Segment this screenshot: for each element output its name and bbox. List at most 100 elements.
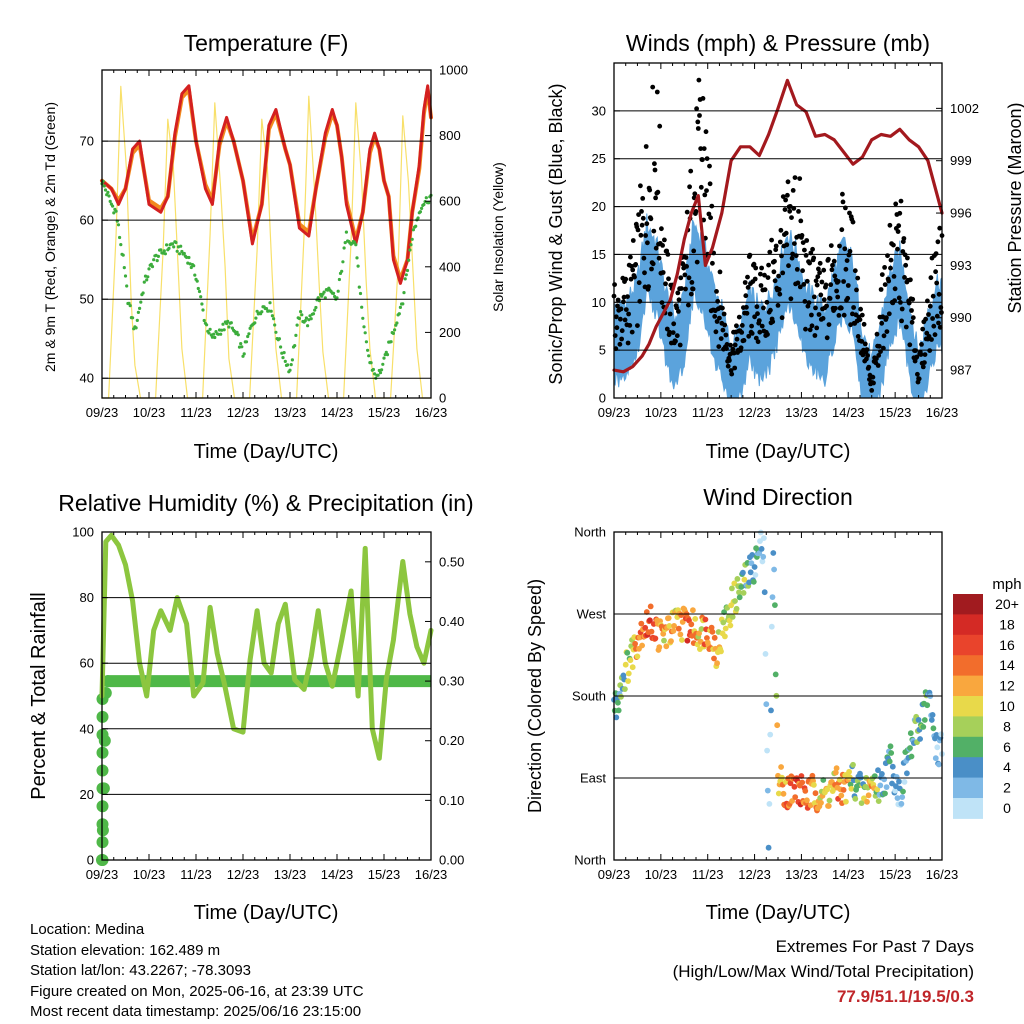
gust-point [803, 326, 808, 332]
dewpoint-point [116, 223, 121, 227]
gust-point [762, 272, 767, 278]
gust-point [930, 316, 935, 321]
winds-y-tick-label: 15 [592, 247, 606, 262]
gust-point [832, 273, 838, 279]
winds-y-right-tick-label: 990 [950, 310, 972, 325]
gust-point [687, 184, 692, 190]
gust-point [655, 189, 661, 195]
legend-label: 0 [1003, 800, 1011, 816]
gust-point [710, 260, 715, 266]
direction-y-tick-label: North [574, 853, 606, 868]
temperature-axes-frame [101, 69, 432, 399]
gust-point [866, 364, 872, 370]
dewpoint-point [146, 275, 150, 279]
gust-point [859, 312, 865, 318]
dewpoint-point [216, 332, 220, 336]
gust-point [844, 258, 850, 263]
gust-point [653, 245, 659, 251]
gust-point [622, 317, 628, 323]
direction-point [624, 649, 631, 656]
gust-point [716, 344, 722, 349]
dewpoint-point [308, 314, 312, 318]
gust-point [757, 329, 763, 335]
gust-point [700, 157, 705, 163]
gust-point [792, 175, 798, 181]
dewpoint-point [401, 302, 405, 306]
direction-point [772, 602, 778, 608]
gust-point [645, 240, 650, 246]
gust-point [878, 287, 884, 292]
gust-point [627, 323, 633, 328]
dewpoint-point [103, 188, 108, 192]
gust-point [807, 260, 812, 266]
gust-point [694, 106, 699, 112]
gust-point [787, 208, 793, 214]
gust-point [816, 312, 822, 317]
gust-point [617, 341, 623, 347]
direction-point [660, 630, 667, 637]
gust-point [625, 294, 630, 299]
gust-point [813, 278, 819, 284]
legend-swatch [953, 798, 983, 819]
direction-point [847, 781, 854, 788]
direction-point [767, 731, 774, 738]
gust-point [702, 192, 708, 198]
direction-point [761, 535, 767, 541]
gust-point [734, 336, 740, 342]
dewpoint-point [138, 306, 142, 310]
direction-point [771, 566, 777, 573]
dewpoint-point [217, 328, 222, 332]
direction-point [758, 546, 765, 552]
dewpoint-point [341, 260, 345, 264]
gust-point [654, 89, 660, 95]
humidity-x-tick-label: 09/23 [86, 867, 119, 882]
gust-point [689, 280, 695, 285]
dewpoint-point [286, 363, 290, 367]
gust-point [922, 360, 927, 365]
gust-point [884, 329, 890, 334]
gust-point [697, 113, 702, 118]
gust-point [882, 282, 888, 287]
dewpoint-point [281, 356, 285, 360]
gust-point [728, 368, 734, 373]
direction-point [656, 644, 663, 651]
humidity-y-tick-label: 60 [80, 656, 94, 671]
gust-point [657, 123, 663, 129]
direction-point [772, 671, 779, 678]
dewpoint-point [299, 310, 303, 314]
direction-point [736, 589, 742, 596]
direction-point [774, 722, 781, 729]
direction-point [811, 782, 817, 788]
direction-point [625, 670, 632, 677]
gust-point [639, 209, 644, 214]
gust-point [814, 282, 820, 288]
dewpoint-point [273, 323, 277, 327]
direction-point [738, 584, 745, 590]
gust-point [931, 323, 937, 329]
temperature-y-right-tick-label: 600 [439, 194, 461, 209]
direction-point [670, 628, 677, 634]
dewpoint-point [402, 291, 406, 295]
winds-axes-frame [613, 62, 943, 399]
direction-point [702, 616, 709, 623]
gust-point [915, 371, 920, 377]
gust-point [821, 297, 827, 303]
gust-point [777, 239, 783, 245]
gust-point [747, 252, 753, 258]
dewpoint-point [197, 289, 202, 294]
gust-point [659, 226, 664, 232]
gust-point [766, 262, 771, 268]
gust-point [926, 312, 931, 317]
gust-point [744, 304, 749, 310]
legend-swatch [953, 634, 983, 656]
gust-point [706, 211, 712, 217]
dewpoint-point [123, 274, 128, 278]
gust-point [786, 263, 791, 269]
dewpoint-point [340, 269, 344, 273]
gust-point [753, 265, 759, 271]
legend-label: 4 [1003, 759, 1011, 775]
direction-point [718, 648, 724, 655]
direction-point [840, 787, 847, 793]
gust-point [790, 188, 796, 193]
temperature-y-right-tick-label: 0 [439, 391, 446, 406]
